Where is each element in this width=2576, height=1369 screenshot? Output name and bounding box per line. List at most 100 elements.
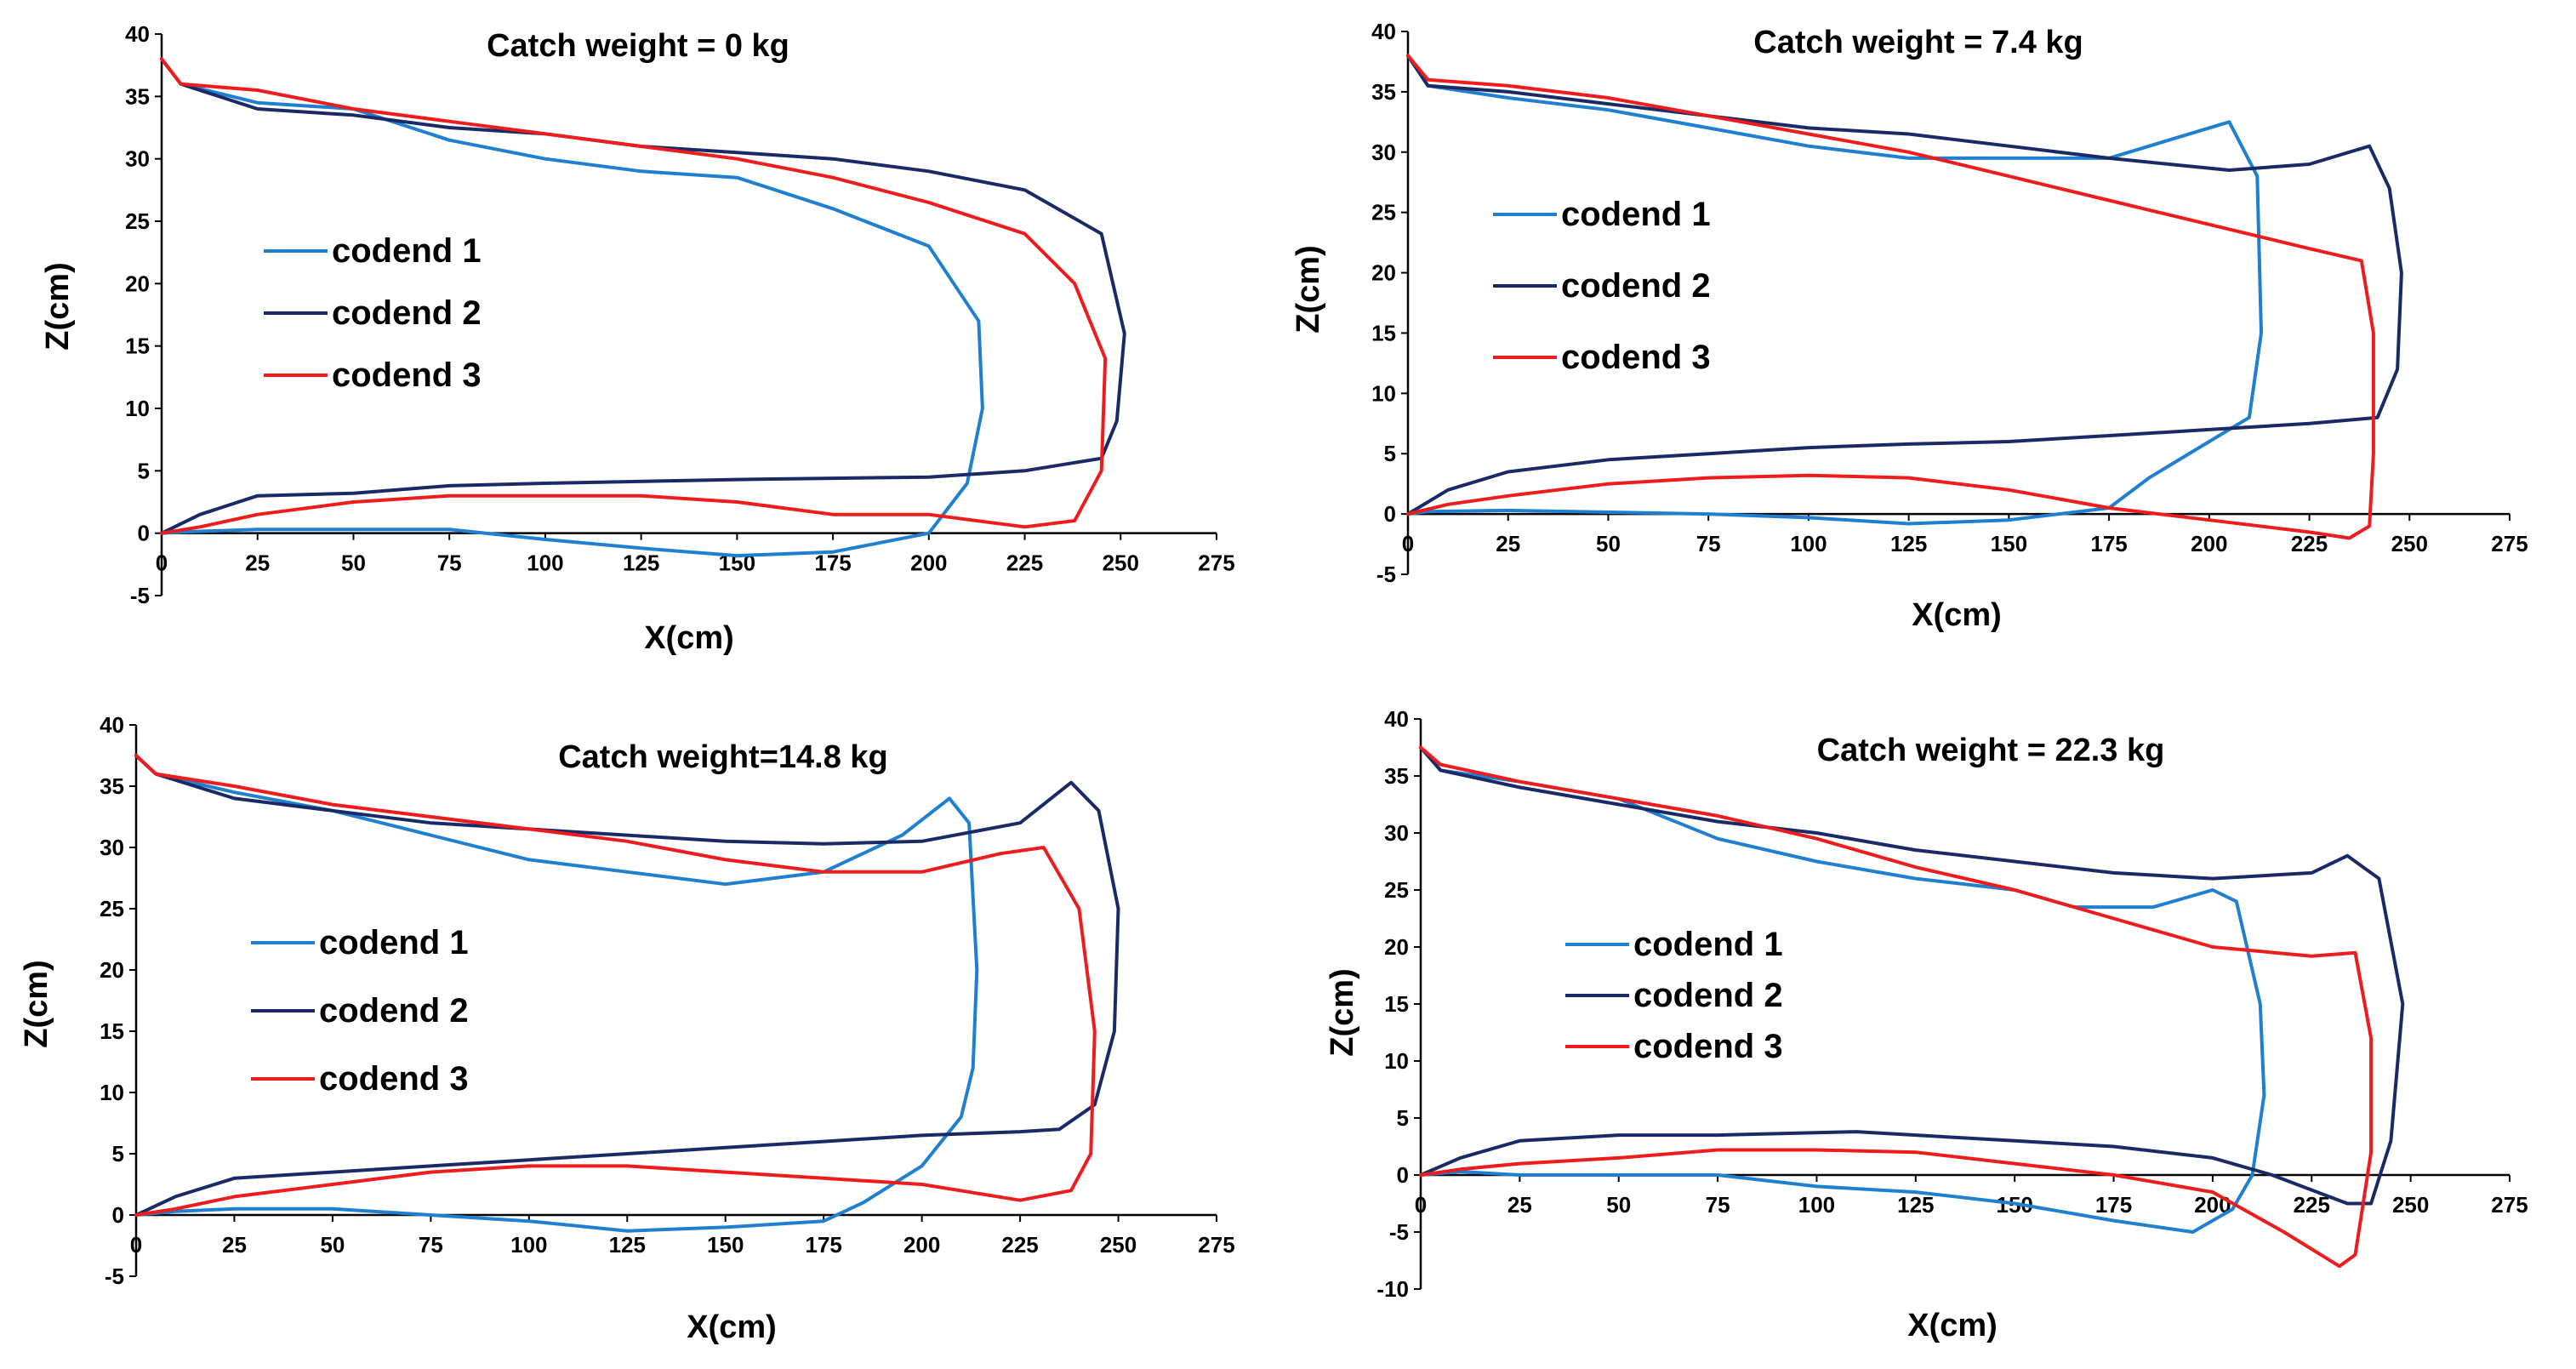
series-line-codend-2 <box>160 57 1126 535</box>
x-tick-label: 25 <box>245 550 270 576</box>
y-tick-label: 5 <box>1384 441 1396 466</box>
y-tick-label: 10 <box>125 396 150 421</box>
y-tick-label: 15 <box>100 1018 124 1044</box>
x-tick-label: 75 <box>1696 531 1721 556</box>
legend-label-codend-1: codend 1 <box>1561 196 1711 233</box>
y-tick-label: 20 <box>100 957 124 983</box>
x-tick-label: 25 <box>222 1232 247 1258</box>
legend-label-codend-1: codend 1 <box>319 924 469 961</box>
series-line-codend-1 <box>1419 745 2266 1234</box>
x-tick-label: 250 <box>1100 1232 1137 1258</box>
chart-title: Catch weight = 0 kg <box>487 28 789 64</box>
x-tick-label: 125 <box>1890 531 1927 556</box>
y-tick-label: 25 <box>100 896 124 921</box>
chart-title: Catch weight = 22.3 kg <box>1817 733 2165 768</box>
series-line-codend-3 <box>1419 745 2374 1269</box>
y-tick-label: 25 <box>1371 200 1396 225</box>
legend-label-codend-3: codend 3 <box>1633 1028 1783 1065</box>
y-tick-label: 0 <box>1397 1162 1409 1188</box>
y-tick-label: 20 <box>125 271 150 296</box>
y-tick-label: 20 <box>1371 260 1396 286</box>
x-tick-label: 225 <box>1001 1232 1038 1258</box>
x-tick-label: 100 <box>510 1232 547 1258</box>
chart-panel-4: -10 -5 0 5 10 15 20 25 30 35 40 0 25 50 75 100 125 150 175… <box>1276 689 2576 1369</box>
y-tick-label: 30 <box>1371 140 1396 165</box>
x-tick-label: 50 <box>1596 531 1621 556</box>
x-axis-title: X(cm) <box>687 1309 777 1345</box>
y-tick-label: 0 <box>112 1202 124 1228</box>
legend-label-codend-3: codend 3 <box>1561 339 1711 376</box>
legend-label-codend-2: codend 2 <box>332 294 482 332</box>
series-line-codend-1 <box>160 57 984 558</box>
y-tick-label: 35 <box>100 773 124 799</box>
x-tick-label: 275 <box>2491 1192 2528 1218</box>
x-tick-label: 200 <box>2191 531 2227 556</box>
y-tick-label: 35 <box>1371 79 1396 105</box>
y-tick-label: 5 <box>112 1141 124 1167</box>
series-line-codend-1 <box>1406 54 2263 526</box>
chart-panel-1: -5 0 5 10 15 20 25 30 35 40 0 25 50 75 100 125 150 175 200… <box>0 0 1276 672</box>
y-tick-label: 40 <box>1371 19 1396 44</box>
y-tick-label: 25 <box>125 208 150 234</box>
y-tick-label: -5 <box>1376 562 1396 587</box>
x-tick-label: 225 <box>1006 550 1043 576</box>
x-tick-label: 75 <box>1706 1192 1730 1218</box>
y-tick-label: 20 <box>1384 934 1409 960</box>
x-tick-label: 0 <box>156 550 168 576</box>
y-tick-label: 40 <box>100 712 124 738</box>
y-axis-title: Z(cm) <box>1291 245 1326 333</box>
legend-label-codend-3: codend 3 <box>319 1060 469 1098</box>
y-tick-label: 0 <box>138 521 150 546</box>
y-axis-title: Z(cm) <box>40 262 76 350</box>
series-line-codend-1 <box>134 754 979 1233</box>
x-tick-label: 175 <box>814 550 851 576</box>
x-tick-label: 275 <box>1198 550 1234 576</box>
series-line-codend-2 <box>1406 54 2403 516</box>
x-axis-title: X(cm) <box>644 620 734 656</box>
y-tick-label: -5 <box>1389 1219 1409 1245</box>
x-tick-label: 125 <box>1897 1192 1934 1218</box>
x-axis-title: X(cm) <box>1907 1308 1998 1343</box>
chart-title: Catch weight=14.8 kg <box>558 739 888 775</box>
x-tick-label: 200 <box>903 1232 940 1258</box>
x-tick-label: 50 <box>341 550 366 576</box>
y-tick-label: 40 <box>1384 706 1409 732</box>
y-axis-title: Z(cm) <box>1325 968 1360 1056</box>
y-tick-label: 15 <box>1371 320 1396 345</box>
series-line-codend-2 <box>1419 745 2405 1206</box>
x-tick-label: 25 <box>1507 1192 1532 1218</box>
x-tick-label: 100 <box>1790 531 1827 556</box>
y-tick-label: 5 <box>1397 1105 1409 1131</box>
y-tick-label: 30 <box>100 835 124 860</box>
y-tick-label: 0 <box>1384 501 1396 527</box>
legend-label-codend-1: codend 1 <box>332 232 482 270</box>
y-tick-label: -10 <box>1376 1276 1409 1302</box>
legend-label-codend-1: codend 1 <box>1633 926 1783 963</box>
x-tick-label: 25 <box>1496 531 1520 556</box>
legend-label-codend-2: codend 2 <box>319 992 469 1030</box>
x-tick-label: 175 <box>2090 531 2127 556</box>
x-tick-label: 175 <box>2095 1192 2132 1218</box>
x-tick-label: 0 <box>130 1232 142 1258</box>
y-tick-label: 15 <box>1384 991 1409 1017</box>
x-tick-label: 50 <box>1606 1192 1631 1218</box>
y-tick-label: 15 <box>125 334 150 359</box>
x-tick-label: 150 <box>707 1232 744 1258</box>
chart-title: Catch weight = 7.4 kg <box>1753 25 2083 60</box>
y-tick-label: 35 <box>1384 763 1409 789</box>
x-tick-label: 125 <box>609 1232 646 1258</box>
y-tick-label: -5 <box>105 1263 124 1289</box>
chart-panel-2: -5 0 5 10 15 20 25 30 35 40 0 25 50 75 100 125 150 175 200… <box>1276 0 2576 672</box>
x-tick-label: 0 <box>1415 1192 1427 1218</box>
series-line-codend-3 <box>160 57 1108 535</box>
x-tick-label: 175 <box>805 1232 841 1258</box>
y-axis-title: Z(cm) <box>19 960 54 1047</box>
y-tick-label: 40 <box>125 21 150 47</box>
x-tick-label: 275 <box>1198 1232 1234 1258</box>
x-tick-label: 150 <box>1991 531 2027 556</box>
x-tick-label: 250 <box>1103 550 1139 576</box>
y-tick-label: -5 <box>130 583 150 608</box>
